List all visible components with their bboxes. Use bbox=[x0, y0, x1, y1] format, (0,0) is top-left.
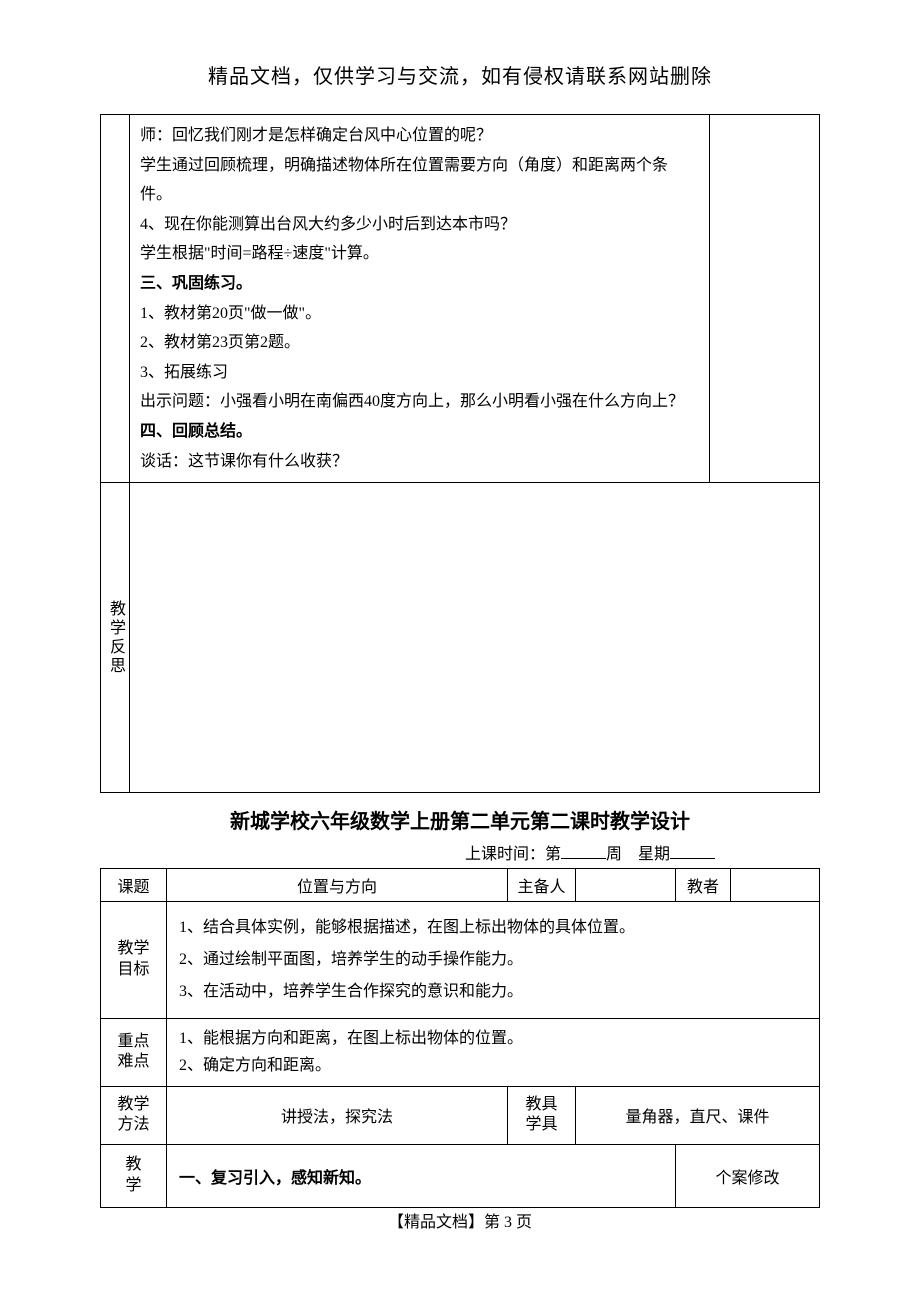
row-label-blank bbox=[101, 115, 130, 483]
topic-label: 课题 bbox=[101, 869, 167, 902]
content-line: 4、现在你能测算出台风大约多少小时后到达本市吗？ bbox=[140, 210, 699, 240]
header-notice: 精品文档，仅供学习与交流，如有侵权请联系网站删除 bbox=[100, 60, 820, 89]
content-line: 学生通过回顾梳理，明确描述物体所在位置需要方向（角度）和距离两个条件。 bbox=[140, 151, 699, 210]
class-time-suffix: 星期 bbox=[638, 846, 670, 863]
content-line: 2、教材第23页第2题。 bbox=[140, 328, 699, 358]
teacher-label: 教者 bbox=[676, 869, 731, 902]
goals-label: 教学目标 bbox=[101, 902, 167, 1019]
tools-label: 教具学具 bbox=[508, 1086, 576, 1145]
lesson-plan-table-2: 课题 位置与方向 主备人 教者 教学目标 1、结合具体实例，能够根据描述，在图上… bbox=[100, 868, 820, 1208]
content-line: 出示问题：小强看小明在南偏西40度方向上，那么小明看小强在什么方向上？ bbox=[140, 387, 699, 417]
preparer-value bbox=[576, 869, 676, 902]
lesson-plan-table-1: 师：回忆我们刚才是怎样确定台风中心位置的呢？学生通过回顾梳理，明确描述物体所在位… bbox=[100, 114, 820, 793]
teach-content-cell: 一、复习引入，感知新知。 bbox=[167, 1145, 676, 1208]
difficulty-line: 1、能根据方向和距离，在图上标出物体的位置。 bbox=[179, 1025, 807, 1052]
content-line: 学生根据"时间=路程÷速度"计算。 bbox=[140, 239, 699, 269]
content-line: 3、拓展练习 bbox=[140, 358, 699, 388]
lesson-content-cell: 师：回忆我们刚才是怎样确定台风中心位置的呢？学生通过回顾梳理，明确描述物体所在位… bbox=[130, 115, 710, 483]
teach-label: 教学 bbox=[101, 1145, 167, 1208]
difficulty-cell: 1、能根据方向和距离，在图上标出物体的位置。2、确定方向和距离。 bbox=[167, 1019, 820, 1086]
week-blank bbox=[561, 842, 606, 860]
content-line: 四、回顾总结。 bbox=[140, 417, 699, 447]
page-footer: 【精品文档】第 3 页 bbox=[0, 1208, 920, 1232]
teaching-reflection-cell bbox=[130, 483, 820, 793]
lesson-design-title: 新城学校六年级数学上册第二单元第二课时教学设计 bbox=[100, 805, 820, 834]
tools-value: 量角器，直尺、课件 bbox=[576, 1086, 820, 1145]
difficulty-label: 重点难点 bbox=[101, 1019, 167, 1086]
weekday-blank bbox=[670, 842, 715, 860]
teacher-value bbox=[731, 869, 820, 902]
class-time-prefix: 上课时间：第 bbox=[465, 846, 561, 863]
case-mod-label: 个案修改 bbox=[676, 1145, 820, 1208]
topic-value: 位置与方向 bbox=[167, 869, 508, 902]
content-line: 师：回忆我们刚才是怎样确定台风中心位置的呢？ bbox=[140, 121, 699, 151]
goals-cell: 1、结合具体实例，能够根据描述，在图上标出物体的具体位置。2、通过绘制平面图，培… bbox=[167, 902, 820, 1019]
class-time-mid: 周 bbox=[606, 846, 622, 863]
content-line: 1、教材第20页"做一做"。 bbox=[140, 299, 699, 329]
class-time-line: 上课时间：第 周 星期 bbox=[100, 840, 820, 864]
goal-line: 2、通过绘制平面图，培养学生的动手操作能力。 bbox=[179, 944, 807, 976]
method-label: 教学方法 bbox=[101, 1086, 167, 1145]
method-value: 讲授法，探究法 bbox=[167, 1086, 508, 1145]
content-line: 谈话：这节课你有什么收获？ bbox=[140, 447, 699, 477]
teaching-reflection-label: 教学反思 bbox=[101, 483, 130, 793]
preparer-label: 主备人 bbox=[508, 869, 576, 902]
content-line: 三、巩固练习。 bbox=[140, 269, 699, 299]
goal-line: 1、结合具体实例，能够根据描述，在图上标出物体的具体位置。 bbox=[179, 912, 807, 944]
goal-line: 3、在活动中，培养学生合作探究的意识和能力。 bbox=[179, 976, 807, 1008]
difficulty-line: 2、确定方向和距离。 bbox=[179, 1052, 807, 1079]
notes-column bbox=[710, 115, 820, 483]
